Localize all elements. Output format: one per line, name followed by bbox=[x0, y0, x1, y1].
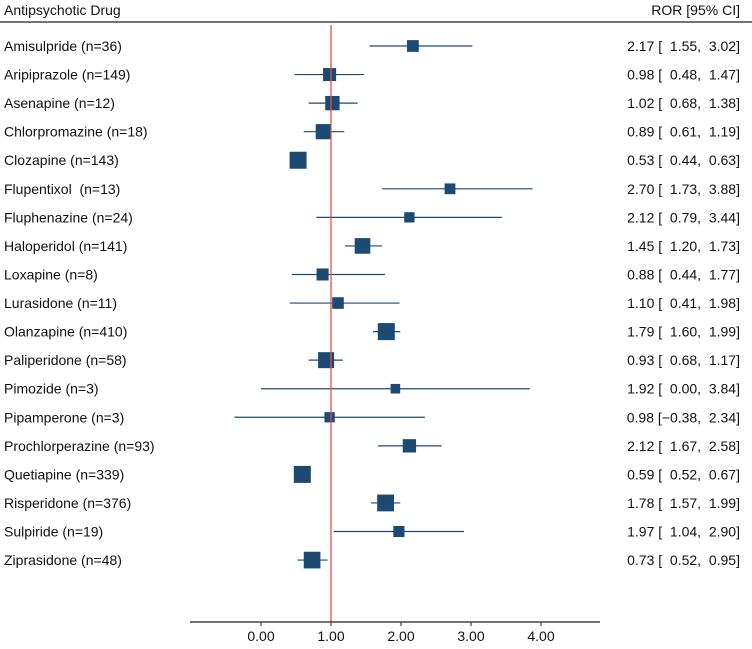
point-estimate bbox=[393, 525, 405, 538]
forest-row: Asenapine (n=12) 1.02 [ 0.68, 1.38] bbox=[4, 95, 740, 111]
ror-value: 0.89 [ 0.61, 1.19] bbox=[627, 124, 740, 140]
point-estimate bbox=[293, 465, 311, 483]
forest-row: Flupentixol (n=13) 2.70 [ 1.73, 3.88] bbox=[4, 181, 740, 197]
drug-label: Pimozide (n=3) bbox=[4, 381, 99, 397]
forest-row: Chlorpromazine (n=18) 0.89 [ 0.61, 1.19] bbox=[4, 124, 740, 140]
point-estimate bbox=[324, 412, 335, 423]
drug-label: Risperidone (n=376) bbox=[4, 495, 131, 511]
drug-label: Haloperidol (n=141) bbox=[4, 238, 127, 254]
forest-row: Amisulpride (n=36) 2.17 [ 1.55, 3.02] bbox=[4, 38, 740, 54]
drug-label: Aripiprazole (n=149) bbox=[4, 67, 130, 83]
drug-label: Fluphenazine (n=24) bbox=[4, 209, 133, 225]
ror-value: 1.45 [ 1.20, 1.73] bbox=[627, 238, 740, 254]
point-estimate bbox=[390, 383, 401, 394]
header-left: Antipsychotic Drug bbox=[4, 2, 121, 18]
point-estimate bbox=[377, 323, 395, 341]
drug-label: Lurasidone (n=11) bbox=[4, 295, 117, 311]
ror-value: 0.53 [ 0.44, 0.63] bbox=[627, 152, 740, 168]
forest-row: Olanzapine (n=410) 1.79 [ 1.60, 1.99] bbox=[4, 323, 740, 341]
drug-label: Clozapine (n=143) bbox=[4, 152, 119, 168]
ror-value: 0.98 [ 0.48, 1.47] bbox=[627, 67, 740, 83]
x-tick-label: 3.00 bbox=[457, 628, 484, 644]
point-estimate bbox=[289, 151, 307, 169]
forest-row: Lurasidone (n=11) 1.10 [ 0.41, 1.98] bbox=[4, 295, 740, 311]
forest-row: Aripiprazole (n=149) 0.98 [ 0.48, 1.47] bbox=[4, 67, 740, 83]
point-estimate bbox=[325, 95, 340, 111]
drug-label: Ziprasidone (n=48) bbox=[4, 552, 122, 568]
forest-row: Ziprasidone (n=48) 0.73 [ 0.52, 0.95] bbox=[4, 551, 740, 569]
ror-value: 0.98 [−0.38, 2.34] bbox=[627, 409, 740, 425]
ror-value: 2.12 [ 1.67, 2.58] bbox=[627, 438, 740, 454]
forest-row: Clozapine (n=143) 0.53 [ 0.44, 0.63] bbox=[4, 151, 740, 169]
x-tick-label: 1.00 bbox=[317, 628, 344, 644]
ror-value: 0.73 [ 0.52, 0.95] bbox=[627, 552, 740, 568]
point-estimate bbox=[404, 212, 415, 223]
point-estimate bbox=[407, 40, 419, 52]
drug-label: Flupentixol (n=13) bbox=[4, 181, 120, 197]
point-estimate bbox=[323, 68, 337, 82]
forest-row: Pimozide (n=3) 1.92 [ 0.00, 3.84] bbox=[4, 381, 740, 397]
drug-label: Paliperidone (n=58) bbox=[4, 352, 127, 368]
point-estimate bbox=[402, 439, 417, 453]
forest-row: Sulpiride (n=19) 1.97 [ 1.04, 2.90] bbox=[4, 524, 740, 540]
ror-value: 0.88 [ 0.44, 1.77] bbox=[627, 266, 740, 282]
forest-row: Pipamperone (n=3) 0.98 [−0.38, 2.34] bbox=[4, 409, 740, 425]
drug-label: Prochlorperazine (n=93) bbox=[4, 438, 155, 454]
point-estimate bbox=[332, 297, 344, 309]
point-estimate bbox=[318, 352, 335, 369]
ror-value: 1.78 [ 1.57, 1.99] bbox=[627, 495, 740, 511]
ror-value: 2.17 [ 1.55, 3.02] bbox=[627, 38, 740, 54]
point-estimate bbox=[377, 494, 395, 512]
ror-value: 1.79 [ 1.60, 1.99] bbox=[627, 324, 740, 340]
forest-row: Paliperidone (n=58) 0.93 [ 0.68, 1.17] bbox=[4, 352, 740, 369]
drug-label: Pipamperone (n=3) bbox=[4, 409, 124, 425]
x-tick-label: 2.00 bbox=[387, 628, 414, 644]
point-estimate bbox=[316, 268, 329, 281]
ror-value: 2.12 [ 0.79, 3.44] bbox=[627, 209, 740, 225]
ror-value: 1.97 [ 1.04, 2.90] bbox=[627, 524, 740, 540]
drug-label: Asenapine (n=12) bbox=[4, 95, 115, 111]
drug-label: Loxapine (n=8) bbox=[4, 266, 98, 282]
ror-value: 1.02 [ 0.68, 1.38] bbox=[627, 95, 740, 111]
point-estimate bbox=[354, 238, 371, 254]
forest-row: Fluphenazine (n=24) 2.12 [ 0.79, 3.44] bbox=[4, 209, 740, 225]
point-estimate bbox=[303, 551, 321, 569]
point-estimate bbox=[315, 124, 331, 140]
forest-row: Haloperidol (n=141) 1.45 [ 1.20, 1.73] bbox=[4, 238, 740, 254]
drug-label: Olanzapine (n=410) bbox=[4, 324, 127, 340]
drug-label: Chlorpromazine (n=18) bbox=[4, 124, 148, 140]
forest-row: Quetiapine (n=339) 0.59 [ 0.52, 0.67] bbox=[4, 465, 740, 483]
ror-value: 1.92 [ 0.00, 3.84] bbox=[627, 381, 740, 397]
forest-row: Risperidone (n=376) 1.78 [ 1.57, 1.99] bbox=[4, 494, 740, 512]
ror-value: 1.10 [ 0.41, 1.98] bbox=[627, 295, 740, 311]
ror-value: 2.70 [ 1.73, 3.88] bbox=[627, 181, 740, 197]
forest-row: Prochlorperazine (n=93) 2.12 [ 1.67, 2.58… bbox=[4, 438, 740, 454]
x-tick-label: 4.00 bbox=[527, 628, 554, 644]
header-right: ROR [95% CI] bbox=[651, 2, 740, 18]
point-estimate bbox=[444, 183, 456, 195]
drug-label: Quetiapine (n=339) bbox=[4, 466, 124, 482]
ror-value: 0.59 [ 0.52, 0.67] bbox=[627, 466, 740, 482]
drug-label: Sulpiride (n=19) bbox=[4, 524, 103, 540]
x-tick-label: 0.00 bbox=[247, 628, 274, 644]
ror-value: 0.93 [ 0.68, 1.17] bbox=[627, 352, 740, 368]
forest-row: Loxapine (n=8) 0.88 [ 0.44, 1.77] bbox=[4, 266, 740, 282]
drug-label: Amisulpride (n=36) bbox=[4, 38, 122, 54]
